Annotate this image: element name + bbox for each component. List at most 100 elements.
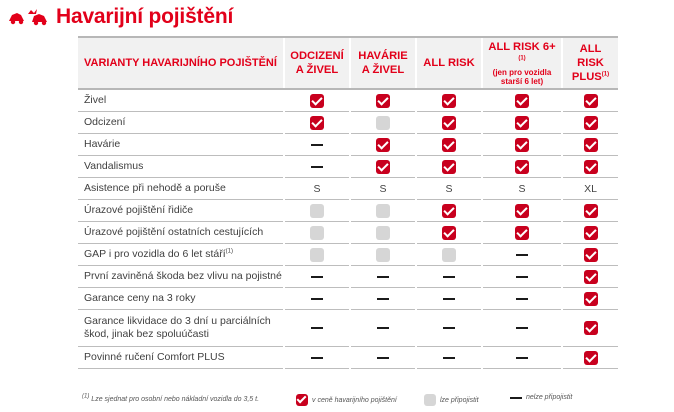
dash-icon bbox=[516, 297, 528, 300]
cell-optional bbox=[283, 221, 350, 244]
cell-unavailable bbox=[415, 346, 482, 369]
cell-text: S bbox=[349, 177, 416, 200]
cell-unavailable bbox=[349, 309, 416, 347]
cell-included bbox=[561, 265, 618, 288]
check-icon bbox=[515, 225, 529, 240]
insurance-variants-table: VARIANTY HAVARIJNÍHO POJIŠTĚNÍ ODCIZENÍ A… bbox=[78, 36, 618, 369]
column-header-3: ALL RISK bbox=[415, 36, 482, 90]
cell-included bbox=[481, 133, 562, 156]
cell-included bbox=[561, 287, 618, 310]
cell-included bbox=[561, 243, 618, 266]
column-header-2: HAVÁRIE A ŽIVEL bbox=[349, 36, 416, 90]
check-icon bbox=[515, 115, 529, 130]
gray-box-icon bbox=[376, 247, 390, 262]
cell-unavailable bbox=[415, 287, 482, 310]
dash-icon bbox=[377, 327, 389, 330]
cell-included bbox=[561, 346, 618, 369]
dash-icon bbox=[516, 327, 528, 330]
dash-icon bbox=[311, 297, 323, 300]
check-icon bbox=[376, 93, 390, 108]
check-icon bbox=[583, 247, 598, 262]
gray-box-icon bbox=[310, 225, 324, 240]
row-label: Havárie bbox=[78, 133, 284, 156]
gray-box-icon bbox=[442, 247, 456, 262]
check-icon bbox=[310, 93, 324, 108]
table-row: Havárie bbox=[78, 133, 618, 156]
dash-icon bbox=[311, 275, 323, 278]
table-header-row: VARIANTY HAVARIJNÍHO POJIŠTĚNÍ ODCIZENÍ A… bbox=[78, 36, 618, 90]
cell-included bbox=[283, 89, 350, 112]
cell-included bbox=[415, 199, 482, 222]
dash-icon bbox=[311, 356, 323, 359]
row-label: Asistence při nehodě a poruše bbox=[78, 177, 284, 200]
cell-text: S bbox=[415, 177, 482, 200]
cell-unavailable bbox=[283, 265, 350, 288]
check-icon bbox=[583, 137, 598, 152]
check-icon bbox=[515, 93, 529, 108]
footer: (1) Lze sjednat pro osobní nebo nákladní… bbox=[82, 394, 622, 408]
gray-box-icon bbox=[310, 247, 324, 262]
row-label: Vandalismus bbox=[78, 155, 284, 178]
cell-included bbox=[415, 155, 482, 178]
table-row: GAP i pro vozidla do 6 let stáří(1) bbox=[78, 243, 618, 266]
dash-icon bbox=[377, 275, 389, 278]
check-icon bbox=[442, 115, 456, 130]
cell-included bbox=[415, 133, 482, 156]
dash-icon bbox=[516, 253, 528, 256]
cell-text: S bbox=[481, 177, 562, 200]
cell-unavailable bbox=[349, 287, 416, 310]
check-icon bbox=[583, 115, 598, 130]
gray-box-icon bbox=[424, 394, 436, 406]
page-header: Havarijní pojištění bbox=[8, 4, 233, 30]
table-row: Odcizení bbox=[78, 111, 618, 134]
table-row: Vandalismus bbox=[78, 155, 618, 178]
check-icon bbox=[442, 225, 456, 240]
table-row: Asistence při nehodě a poruše S S S S XL bbox=[78, 177, 618, 200]
check-icon bbox=[583, 269, 598, 284]
cell-unavailable bbox=[349, 346, 416, 369]
check-icon bbox=[515, 159, 529, 174]
cell-value: S bbox=[445, 182, 453, 195]
row-label: První zaviněná škoda bez vlivu na pojist… bbox=[78, 265, 284, 288]
cell-value: S bbox=[313, 182, 321, 195]
check-icon bbox=[583, 93, 598, 108]
cell-unavailable bbox=[283, 287, 350, 310]
dash-icon bbox=[443, 297, 455, 300]
cell-included bbox=[481, 111, 562, 134]
dash-icon bbox=[311, 143, 323, 146]
cell-included bbox=[481, 221, 562, 244]
column-header-4: ALL RISK 6+(1) (jen pro vozidla starší 6 … bbox=[481, 36, 562, 90]
row-label: Garance likvidace do 3 dní u parciálních… bbox=[78, 309, 284, 347]
table-row: První zaviněná škoda bez vlivu na pojist… bbox=[78, 265, 618, 288]
gray-box-icon bbox=[310, 203, 324, 218]
table-row: Živel bbox=[78, 89, 618, 112]
dash-icon bbox=[516, 275, 528, 278]
dash-icon bbox=[311, 327, 323, 330]
legend-included: v ceně havarijního pojištění bbox=[296, 394, 397, 406]
check-icon bbox=[376, 137, 390, 152]
cell-included bbox=[561, 155, 618, 178]
cell-included bbox=[481, 89, 562, 112]
cell-text: XL bbox=[561, 177, 618, 200]
check-icon bbox=[442, 137, 456, 152]
legend-unavailable: nelze připojistit bbox=[510, 394, 572, 401]
cell-included bbox=[561, 89, 618, 112]
dash-icon bbox=[443, 275, 455, 278]
car-crash-icon bbox=[9, 9, 47, 26]
row-label: Úrazové pojištění řidiče bbox=[78, 199, 284, 222]
table-row: Úrazové pojištění ostatních cestujících bbox=[78, 221, 618, 244]
cell-included bbox=[283, 111, 350, 134]
cell-value: S bbox=[518, 182, 526, 195]
legend-optional: lze připojistit bbox=[424, 394, 479, 406]
check-icon bbox=[442, 159, 456, 174]
check-icon bbox=[296, 394, 308, 406]
table-row: Povinné ručení Comfort PLUS bbox=[78, 346, 618, 369]
cell-unavailable bbox=[415, 265, 482, 288]
dash-icon bbox=[377, 297, 389, 300]
cell-included bbox=[415, 89, 482, 112]
cell-included bbox=[561, 199, 618, 222]
cell-unavailable bbox=[283, 309, 350, 347]
cell-unavailable bbox=[415, 309, 482, 347]
check-icon bbox=[442, 93, 456, 108]
cell-text: S bbox=[283, 177, 350, 200]
